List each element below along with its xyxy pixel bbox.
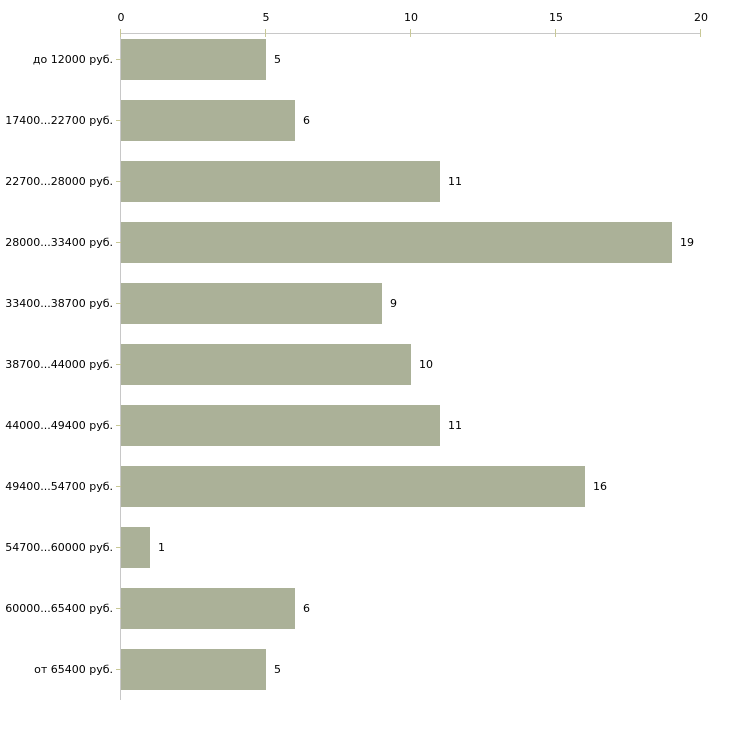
category-label: 49400...54700 руб. [5, 480, 113, 493]
bar [121, 161, 440, 202]
bar-value-label: 10 [419, 358, 433, 371]
category-tick-mark [116, 59, 121, 60]
bar-value-label: 6 [303, 602, 310, 615]
bar [121, 466, 585, 507]
category-tick-mark [116, 486, 121, 487]
category-tick-mark [116, 242, 121, 243]
bar-row: 22700...28000 руб. 11 [0, 151, 730, 212]
category-tick-mark [116, 547, 121, 548]
bar-row: до 12000 руб. 5 [0, 29, 730, 90]
bar-value-label: 19 [680, 236, 694, 249]
category-label: 33400...38700 руб. [5, 297, 113, 310]
category-tick-mark [116, 181, 121, 182]
bar [121, 283, 382, 324]
category-tick-mark [116, 120, 121, 121]
category-tick-mark [116, 608, 121, 609]
bar-row: 17400...22700 руб. 6 [0, 90, 730, 151]
bar [121, 527, 150, 568]
category-label: 44000...49400 руб. [5, 419, 113, 432]
category-tick-mark [116, 364, 121, 365]
bar-row: 60000...65400 руб. 6 [0, 578, 730, 639]
bar [121, 344, 411, 385]
bar-row: 49400...54700 руб. 16 [0, 456, 730, 517]
bar-value-label: 5 [274, 53, 281, 66]
x-axis-tick-mark [700, 29, 701, 37]
y-axis-line [120, 33, 121, 700]
category-label: 54700...60000 руб. [5, 541, 113, 554]
x-axis-tick-label: 0 [117, 11, 125, 24]
category-label: 60000...65400 руб. [5, 602, 113, 615]
x-axis-tick-label: 5 [262, 11, 270, 24]
category-label: 38700...44000 руб. [5, 358, 113, 371]
bar-value-label: 9 [390, 297, 397, 310]
bar [121, 588, 295, 629]
bar-row: 38700...44000 руб. 10 [0, 334, 730, 395]
category-label: 22700...28000 руб. [5, 175, 113, 188]
bar-row: 54700...60000 руб. 1 [0, 517, 730, 578]
category-label: до 12000 руб. [32, 53, 113, 66]
x-axis-tick-label: 15 [549, 11, 563, 24]
x-axis-tick-label: 20 [694, 11, 708, 24]
x-axis-tick-mark [265, 29, 266, 37]
x-axis-tick-mark [410, 29, 411, 37]
category-tick-mark [116, 425, 121, 426]
category-tick-mark [116, 669, 121, 670]
bar-value-label: 1 [158, 541, 165, 554]
bar-value-label: 6 [303, 114, 310, 127]
bar [121, 100, 295, 141]
bar-row: 44000...49400 руб. 11 [0, 395, 730, 456]
category-label: 17400...22700 руб. [5, 114, 113, 127]
bar [121, 649, 266, 690]
bar-value-label: 11 [448, 419, 462, 432]
bar [121, 39, 266, 80]
bar-value-label: 5 [274, 663, 281, 676]
bar-row: 33400...38700 руб. 9 [0, 273, 730, 334]
bar-value-label: 11 [448, 175, 462, 188]
bar-row: от 65400 руб. 5 [0, 639, 730, 700]
x-axis-tick-label: 10 [404, 11, 418, 24]
category-label: от 65400 руб. [34, 663, 113, 676]
bar-row: 28000...33400 руб. 19 [0, 212, 730, 273]
bar [121, 405, 440, 446]
category-tick-mark [116, 303, 121, 304]
x-axis-tick-mark [120, 29, 121, 37]
category-label: 28000...33400 руб. [5, 236, 113, 249]
x-axis-tick-mark [555, 29, 556, 37]
bar-value-label: 16 [593, 480, 607, 493]
bar [121, 222, 672, 263]
